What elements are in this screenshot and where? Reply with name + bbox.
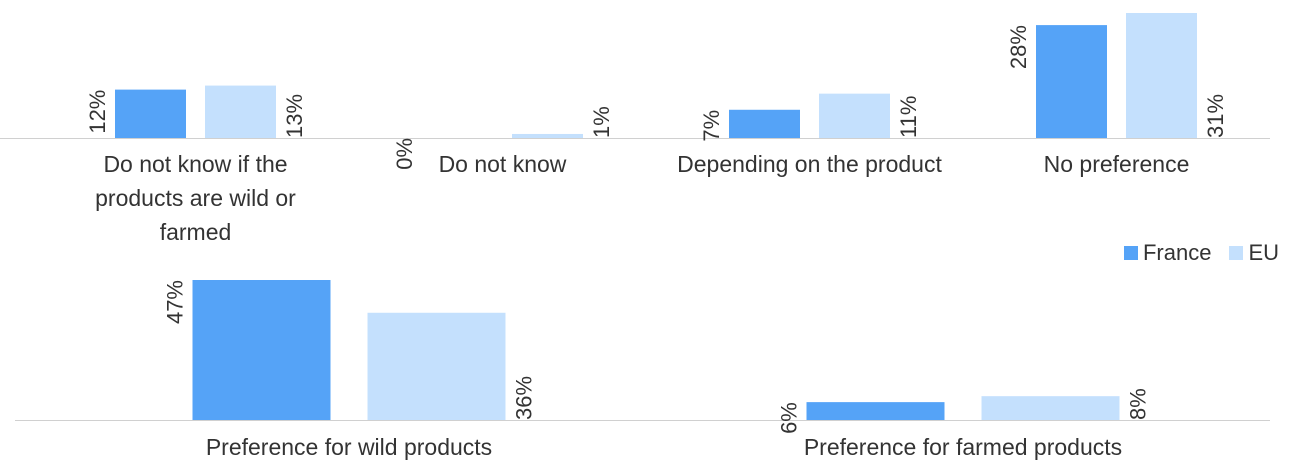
data-label-france-chart1-2: 7% bbox=[699, 110, 724, 142]
legend-label-france: France bbox=[1142, 240, 1212, 265]
data-label-eu-chart1-3: 31% bbox=[1203, 94, 1228, 138]
bar-france-chart1-2 bbox=[729, 109, 800, 138]
legend-swatch-eu bbox=[1229, 246, 1244, 260]
chart-legend: France EU bbox=[1106, 240, 1279, 266]
data-label-france-chart1-0: 12% bbox=[85, 90, 110, 134]
bar-eu-chart1-3 bbox=[1126, 13, 1197, 138]
legend-label-eu: EU bbox=[1248, 240, 1279, 265]
bar-eu-chart1-1 bbox=[512, 133, 583, 138]
bar-france-chart2-1 bbox=[806, 402, 945, 420]
bar-eu-chart1-2 bbox=[819, 93, 890, 138]
data-label-france-chart1-3: 28% bbox=[1006, 25, 1031, 69]
category-label-chart1-0-line1: products are wild or bbox=[95, 185, 296, 211]
category-label-chart1-3-line0: No preference bbox=[1044, 151, 1190, 177]
bar-france-chart2-0 bbox=[192, 280, 331, 420]
bar-eu-chart2-0 bbox=[367, 312, 506, 420]
legend-swatch-france bbox=[1123, 246, 1138, 260]
legend-item-france: France bbox=[1123, 240, 1212, 266]
category-label-chart1-0-line2: farmed bbox=[160, 219, 232, 245]
data-label-france-chart2-0: 47% bbox=[163, 280, 188, 324]
bar-eu-chart2-1 bbox=[981, 396, 1120, 420]
data-label-eu-chart1-2: 11% bbox=[896, 96, 921, 138]
category-label-chart1-0-line0: Do not know if the bbox=[103, 151, 287, 177]
data-label-eu-chart2-1: 8% bbox=[1126, 388, 1151, 420]
category-label-chart2-1-line0: Preference for farmed products bbox=[804, 434, 1122, 460]
legend-item-eu: EU bbox=[1229, 240, 1279, 266]
bar-france-chart1-0 bbox=[115, 89, 186, 138]
data-label-eu-chart1-1: 1% bbox=[589, 106, 614, 138]
data-label-france-chart1-1: 0% bbox=[392, 138, 417, 170]
category-label-chart2-0-line0: Preference for wild products bbox=[206, 434, 492, 460]
data-label-eu-chart1-0: 13% bbox=[282, 94, 307, 138]
bar-france-chart1-3 bbox=[1036, 25, 1107, 139]
bar-eu-chart1-0 bbox=[205, 85, 276, 138]
category-label-chart1-2-line0: Depending on the product bbox=[677, 151, 942, 177]
category-label-chart1-1-line0: Do not know bbox=[439, 151, 567, 177]
data-label-eu-chart2-0: 36% bbox=[512, 376, 537, 420]
data-label-france-chart2-1: 6% bbox=[777, 402, 802, 434]
